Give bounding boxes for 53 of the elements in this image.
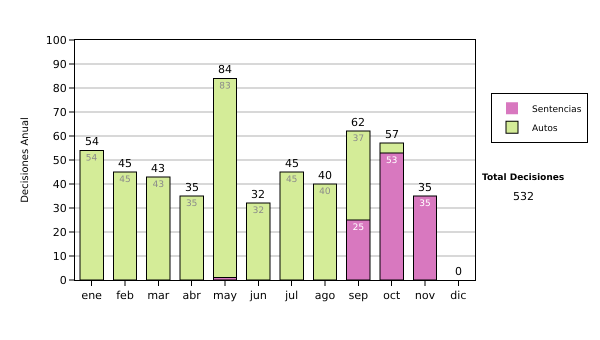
y-axis-title: Decisiones Anual xyxy=(20,117,31,203)
x-tick-label: ene xyxy=(81,289,102,302)
total-label: 54 xyxy=(85,135,99,148)
x-tick-label: nov xyxy=(414,289,436,302)
y-tick-label: 70 xyxy=(52,106,67,119)
data-label: 37 xyxy=(352,134,364,144)
data-label: 45 xyxy=(119,175,131,185)
total-label: 35 xyxy=(185,181,199,194)
bar xyxy=(212,78,238,278)
total-label: 45 xyxy=(285,157,299,170)
total-label: 35 xyxy=(418,181,432,194)
data-label: 35 xyxy=(419,199,431,209)
y-tick-label: 20 xyxy=(52,226,67,239)
data-label: 83 xyxy=(219,81,231,92)
total-label: 0 xyxy=(455,265,462,278)
total-label: 57 xyxy=(385,128,399,141)
data-label: 45 xyxy=(286,175,298,185)
x-tick-label: ago xyxy=(314,289,336,302)
y-tick-label: 40 xyxy=(52,178,67,191)
y-tick-label: 60 xyxy=(52,130,67,143)
data-label: 54 xyxy=(86,153,98,164)
total-label: 43 xyxy=(151,162,165,175)
y-tick-label: 10 xyxy=(52,250,67,263)
data-label: 40 xyxy=(319,187,331,197)
x-tick-label: abr xyxy=(182,289,202,302)
x-tick-label: mar xyxy=(147,289,170,302)
x-tick-label: jul xyxy=(284,289,298,302)
data-label: 53 xyxy=(386,156,398,166)
data-label: 32 xyxy=(252,206,264,216)
legend-label: Sentencias xyxy=(532,104,582,115)
y-tick-label: 100 xyxy=(46,34,67,47)
x-tick-label: sep xyxy=(348,289,368,302)
total-label: 32 xyxy=(251,188,265,201)
total-label: 62 xyxy=(351,116,365,129)
y-tick-label: 0 xyxy=(60,274,67,287)
legend-label: Autos xyxy=(532,124,558,134)
total-label: 45 xyxy=(118,157,132,170)
total-label: 84 xyxy=(218,63,232,76)
x-tick-label: may xyxy=(213,289,238,302)
data-label: 35 xyxy=(186,199,198,209)
text: Total Decisiones xyxy=(482,173,564,183)
y-tick-label: 50 xyxy=(52,154,67,167)
data-label: 43 xyxy=(152,180,164,190)
x-tick-label: feb xyxy=(116,289,134,302)
y-tick-label: 30 xyxy=(52,202,67,215)
y-tick-label: 80 xyxy=(52,82,67,95)
data-label: 25 xyxy=(352,223,364,233)
text: 532 xyxy=(513,190,534,203)
x-tick-label: dic xyxy=(450,289,466,302)
total-label: 40 xyxy=(318,169,332,182)
y-tick-label: 90 xyxy=(52,58,67,71)
x-tick-label: jun xyxy=(248,289,267,302)
x-tick-label: oct xyxy=(383,289,401,302)
